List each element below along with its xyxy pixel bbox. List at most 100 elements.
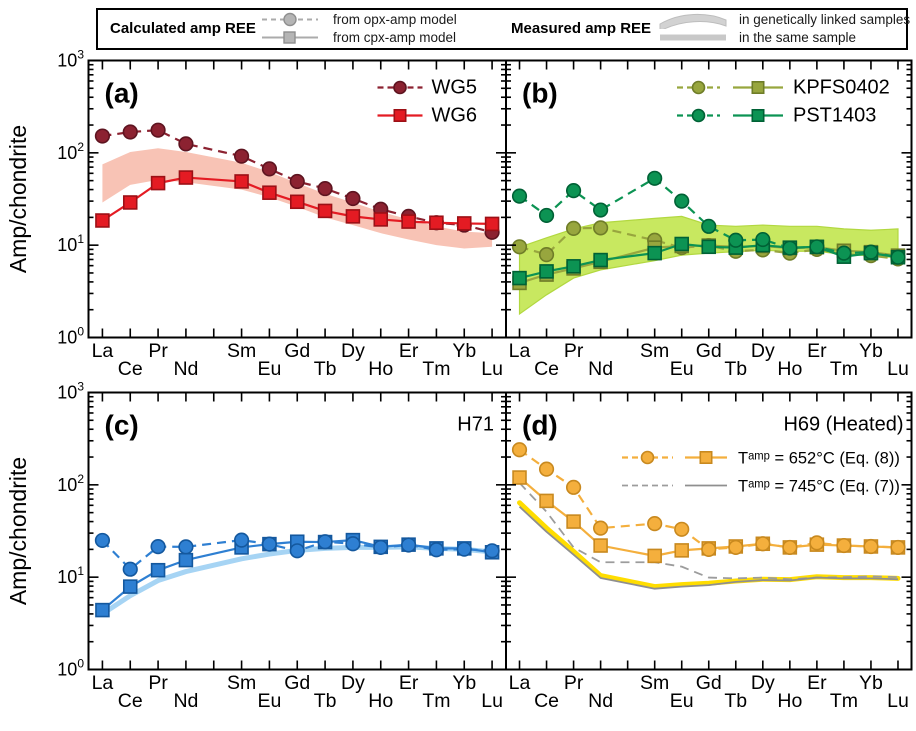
x-tick-label-Eu: Eu: [257, 690, 281, 712]
x-tick-label-Ho: Ho: [777, 690, 802, 712]
opx-amp-model-label: from opx-amp model: [333, 12, 457, 27]
legend-entry-label: Tᵃᵐᵖ = 745°C (Eq. (7)): [738, 478, 900, 496]
y-tick-label: 101: [57, 564, 84, 587]
thick-line-icon: [660, 34, 726, 41]
x-tick-label-La: La: [92, 340, 114, 362]
x-tick-label-Pr: Pr: [564, 672, 584, 694]
x-tick-label-Ce: Ce: [118, 690, 143, 712]
x-tick-label-Nd: Nd: [173, 690, 198, 712]
x-tick-label-Yb: Yb: [452, 672, 476, 694]
x-tick-label-Er: Er: [807, 672, 827, 694]
y-axis-title-row1: Amp/chondrite: [5, 125, 31, 273]
x-tick-label-La: La: [509, 672, 531, 694]
genetically-linked-samples-label: in genetically linked samples: [739, 12, 911, 27]
measured-amp-ree-title: Measured amp REE: [511, 20, 652, 37]
x-tick-label-Nd: Nd: [588, 690, 613, 712]
axis-ticks: [506, 59, 912, 339]
x-tick-label-Pr: Pr: [564, 340, 584, 362]
axis-ticks: [88, 391, 506, 671]
x-tick-label-Sm: Sm: [227, 672, 256, 694]
x-tick-label-Yb: Yb: [452, 340, 476, 362]
x-tick-label-Eu: Eu: [257, 358, 281, 380]
x-tick-label-Gd: Gd: [696, 340, 722, 362]
x-tick-label-Ho: Ho: [368, 358, 393, 380]
sample-label: H69 (Heated): [783, 414, 903, 436]
y-tick-label: 101: [57, 232, 84, 255]
x-tick-label-Lu: Lu: [887, 358, 909, 380]
panel-border: [505, 59, 913, 339]
panel-label-c: (c): [105, 410, 139, 441]
x-tick-label-Nd: Nd: [173, 358, 198, 380]
x-tick-label-Tm: Tm: [422, 690, 450, 712]
band-icon: [659, 13, 727, 29]
x-tick-label-Er: Er: [807, 340, 827, 362]
panel-label-d: (d): [522, 410, 558, 441]
panel-label-b: (b): [522, 78, 558, 109]
x-tick-label-Yb: Yb: [859, 340, 883, 362]
x-tick-label-Gd: Gd: [284, 672, 310, 694]
x-tick-label-Dy: Dy: [751, 340, 775, 362]
x-tick-label-Ce: Ce: [534, 690, 559, 712]
cpx-amp-model-label: from cpx-amp model: [333, 30, 457, 45]
x-tick-label-Eu: Eu: [670, 690, 694, 712]
y-tick-label: 100: [57, 657, 84, 680]
axis-ticks: [506, 391, 912, 671]
y-tick-label: 103: [57, 48, 84, 71]
x-tick-label-Yb: Yb: [859, 672, 883, 694]
x-tick-label-Sm: Sm: [640, 672, 669, 694]
x-tick-label-Tb: Tb: [724, 358, 747, 380]
x-tick-label-Er: Er: [399, 672, 419, 694]
x-tick-label-Er: Er: [399, 340, 419, 362]
x-tick-label-La: La: [92, 672, 114, 694]
legend-entry-label: PST1403: [793, 105, 876, 127]
x-tick-label-Lu: Lu: [481, 690, 503, 712]
x-tick-label-Gd: Gd: [284, 340, 310, 362]
panel-border: [87, 391, 507, 671]
x-tick-label-Dy: Dy: [751, 672, 775, 694]
x-tick-label-Tb: Tb: [314, 690, 337, 712]
panel-label-a: (a): [105, 78, 139, 109]
x-tick-label-Eu: Eu: [670, 358, 694, 380]
same-sample-label: in the same sample: [739, 30, 857, 45]
y-tick-label: 100: [57, 325, 84, 348]
x-tick-label-Sm: Sm: [640, 340, 669, 362]
figure-key-box: Calculated amp REE from opx-amp model fr…: [96, 8, 911, 50]
x-tick-label-Lu: Lu: [887, 690, 909, 712]
dashed-line-circle-icon: [262, 12, 318, 27]
x-tick-label-Gd: Gd: [696, 672, 722, 694]
x-tick-label-Sm: Sm: [227, 340, 256, 362]
series-line: [518, 482, 899, 581]
x-tick-label-Tm: Tm: [422, 358, 450, 380]
y-axis-title-row2: Amp/chondrite: [5, 457, 31, 605]
solid-line-square-icon: [262, 31, 318, 44]
x-tick-label-Dy: Dy: [341, 672, 365, 694]
y-tick-label: 102: [57, 140, 84, 163]
panel-border: [505, 391, 913, 671]
x-tick-label-Ho: Ho: [368, 690, 393, 712]
y-tick-label: 103: [57, 380, 84, 403]
legend-entry-label: WG6: [432, 105, 478, 127]
x-tick-label-Tm: Tm: [830, 358, 858, 380]
x-tick-label-Tm: Tm: [830, 690, 858, 712]
x-tick-label-Ho: Ho: [777, 358, 802, 380]
x-tick-label-Pr: Pr: [148, 340, 168, 362]
series-line: [518, 506, 899, 590]
sample-label: H71: [457, 414, 494, 436]
x-tick-label-Tb: Tb: [724, 690, 747, 712]
calculated-amp-ree-title: Calculated amp REE: [110, 20, 256, 37]
x-tick-label-Pr: Pr: [148, 672, 168, 694]
x-tick-label-Dy: Dy: [341, 340, 365, 362]
x-tick-label-La: La: [509, 340, 531, 362]
x-tick-label-Tb: Tb: [314, 358, 337, 380]
legend-entry-label: Tᵃᵐᵖ = 652°C (Eq. (8)): [738, 450, 900, 468]
x-tick-label-Ce: Ce: [534, 358, 559, 380]
legend-entry-label: WG5: [432, 77, 478, 99]
x-tick-label-Ce: Ce: [118, 358, 143, 380]
y-tick-label: 102: [57, 472, 84, 495]
x-tick-label-Lu: Lu: [481, 358, 503, 380]
